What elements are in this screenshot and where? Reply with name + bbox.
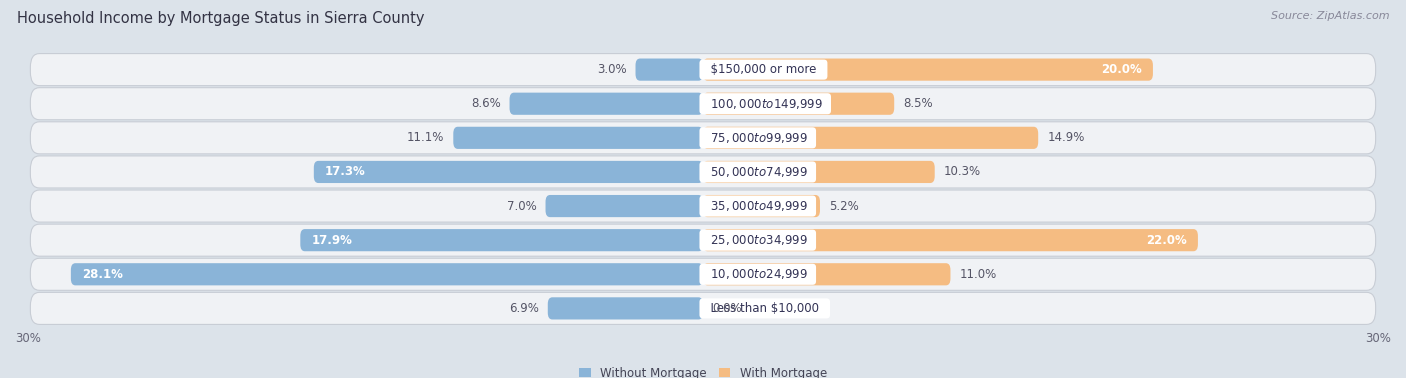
Text: Less than $10,000: Less than $10,000: [703, 302, 827, 315]
FancyBboxPatch shape: [31, 190, 1375, 222]
Text: $100,000 to $149,999: $100,000 to $149,999: [703, 97, 828, 111]
FancyBboxPatch shape: [703, 93, 894, 115]
FancyBboxPatch shape: [703, 229, 1198, 251]
Text: $75,000 to $99,999: $75,000 to $99,999: [703, 131, 813, 145]
FancyBboxPatch shape: [703, 195, 820, 217]
FancyBboxPatch shape: [70, 263, 703, 285]
Text: 28.1%: 28.1%: [82, 268, 122, 281]
Text: 8.5%: 8.5%: [903, 97, 932, 110]
FancyBboxPatch shape: [703, 263, 950, 285]
Text: $150,000 or more: $150,000 or more: [703, 63, 824, 76]
Legend: Without Mortgage, With Mortgage: Without Mortgage, With Mortgage: [574, 362, 832, 378]
Text: 7.0%: 7.0%: [506, 200, 537, 212]
FancyBboxPatch shape: [31, 88, 1375, 120]
Text: 17.9%: 17.9%: [312, 234, 353, 247]
Text: 17.3%: 17.3%: [325, 166, 366, 178]
Text: 22.0%: 22.0%: [1146, 234, 1187, 247]
Text: 8.6%: 8.6%: [471, 97, 501, 110]
Text: $35,000 to $49,999: $35,000 to $49,999: [703, 199, 813, 213]
Text: 0.0%: 0.0%: [711, 302, 741, 315]
FancyBboxPatch shape: [31, 292, 1375, 324]
FancyBboxPatch shape: [31, 156, 1375, 188]
Text: 11.1%: 11.1%: [406, 131, 444, 144]
Text: Source: ZipAtlas.com: Source: ZipAtlas.com: [1271, 11, 1389, 21]
Text: Household Income by Mortgage Status in Sierra County: Household Income by Mortgage Status in S…: [17, 11, 425, 26]
Text: 10.3%: 10.3%: [943, 166, 981, 178]
FancyBboxPatch shape: [548, 297, 703, 319]
Text: 11.0%: 11.0%: [959, 268, 997, 281]
Text: 14.9%: 14.9%: [1047, 131, 1084, 144]
Text: $50,000 to $74,999: $50,000 to $74,999: [703, 165, 813, 179]
Text: $25,000 to $34,999: $25,000 to $34,999: [703, 233, 813, 247]
FancyBboxPatch shape: [509, 93, 703, 115]
FancyBboxPatch shape: [31, 258, 1375, 290]
FancyBboxPatch shape: [703, 127, 1038, 149]
FancyBboxPatch shape: [301, 229, 703, 251]
FancyBboxPatch shape: [31, 224, 1375, 256]
Text: 5.2%: 5.2%: [830, 200, 859, 212]
Text: 20.0%: 20.0%: [1101, 63, 1142, 76]
Text: $10,000 to $24,999: $10,000 to $24,999: [703, 267, 813, 281]
FancyBboxPatch shape: [703, 161, 935, 183]
FancyBboxPatch shape: [31, 54, 1375, 86]
FancyBboxPatch shape: [31, 122, 1375, 154]
Text: 3.0%: 3.0%: [598, 63, 627, 76]
FancyBboxPatch shape: [546, 195, 703, 217]
Text: 6.9%: 6.9%: [509, 302, 538, 315]
FancyBboxPatch shape: [453, 127, 703, 149]
FancyBboxPatch shape: [703, 59, 1153, 81]
FancyBboxPatch shape: [636, 59, 703, 81]
FancyBboxPatch shape: [314, 161, 703, 183]
